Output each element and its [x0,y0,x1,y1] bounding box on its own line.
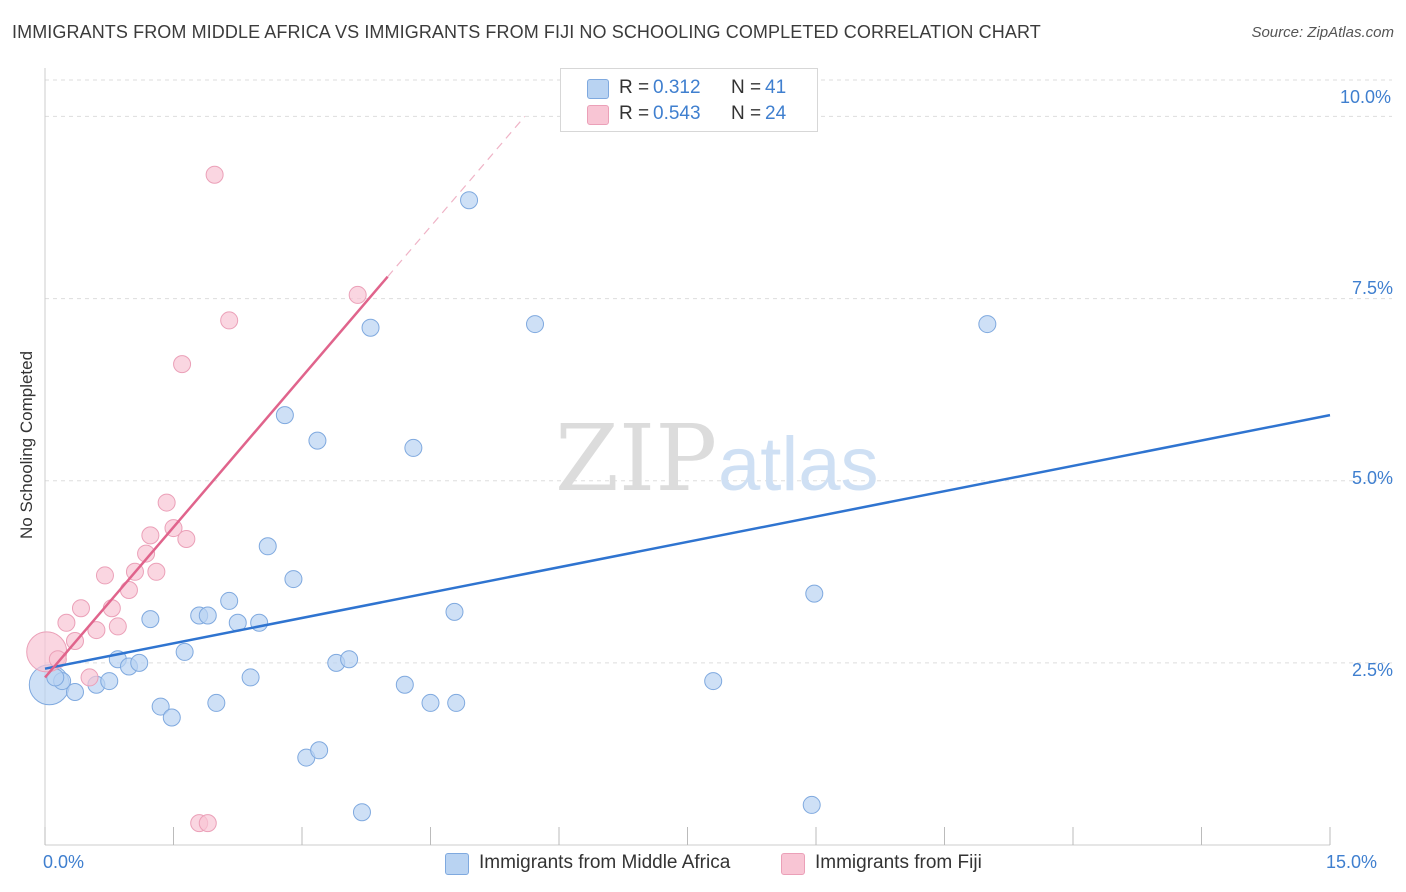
data-point [258,537,277,556]
data-point [395,675,414,694]
n-value: 41 [765,77,787,98]
data-point [284,570,303,589]
data-point [100,672,119,691]
legend-label: Immigrants from Middle Africa [479,852,731,873]
data-point [198,606,217,625]
series-middle-africa [28,191,997,822]
data-point [220,311,239,330]
r-value: 0.312 [653,77,701,98]
data-point [361,318,380,337]
y-tick-label: 2.5% [1352,660,1394,680]
legend-label: Immigrants from Fiji [815,852,982,873]
gridlines [45,79,1392,664]
data-point [404,438,423,457]
data-point [445,602,464,621]
pink-swatch [587,105,609,125]
data-point [198,814,217,833]
data-point [805,584,824,603]
data-point [57,613,76,632]
r-label: R = [619,103,650,124]
trend-line-middle-africa [44,413,1331,670]
n-value: 24 [765,103,787,124]
stats-legend: R = 0.312 N = 41 R = 0.543 N = 24 [560,68,818,132]
data-point [151,697,170,716]
data-point [177,530,196,548]
watermark-zip: ZIP [555,405,717,512]
data-point [87,621,106,640]
data-point [137,544,156,563]
x-tick-label: 15.0% [1326,852,1378,872]
data-point [147,562,166,581]
trend-line-fiji [44,275,389,679]
trend-lines [44,116,1331,679]
x-tick-label: 0.0% [43,852,85,872]
y-tick-label: 7.5% [1352,278,1394,298]
watermark-atlas: atlas [718,422,879,507]
source-label: Source: ZipAtlas.com [1251,24,1394,41]
data-point [207,693,226,712]
blue-swatch [587,79,609,99]
r-value: 0.543 [653,103,701,124]
chart-title: IMMIGRANTS FROM MIDDLE AFRICA VS IMMIGRA… [12,22,1041,42]
axes [44,68,1331,846]
data-point [205,165,224,184]
n-label: N = [731,103,762,124]
data-point [340,650,359,669]
data-point [348,285,367,304]
data-point [526,315,545,334]
data-point [108,617,127,636]
data-point [141,610,160,629]
data-point [220,591,239,610]
pink-swatch [781,853,805,875]
data-point [65,683,84,701]
data-point [141,526,160,545]
data-point [241,668,260,687]
data-point [310,741,329,760]
data-point [119,581,138,599]
data-point [447,693,466,712]
data-point [978,315,997,334]
n-label: N = [731,77,762,98]
data-point [157,493,176,512]
y-tick-label: 5.0% [1352,468,1394,488]
data-point [162,708,181,727]
data-point [48,650,67,669]
data-point [275,406,294,425]
data-point [421,693,440,712]
data-point [802,795,821,814]
data-point [71,599,90,618]
y-axis-label: No Schooling Completed [17,350,36,539]
data-point [704,672,723,691]
y-tick-label: 10.0% [1340,87,1392,107]
blue-swatch [445,853,469,875]
data-point [102,599,121,618]
data-point [175,642,194,661]
data-point [460,191,479,210]
data-point [173,355,192,374]
data-point [80,668,99,687]
data-point [130,653,149,672]
data-point [95,566,114,585]
trend-line-fiji-extension [387,116,526,278]
data-point [352,803,371,822]
data-point [308,431,327,450]
r-label: R = [619,77,650,98]
